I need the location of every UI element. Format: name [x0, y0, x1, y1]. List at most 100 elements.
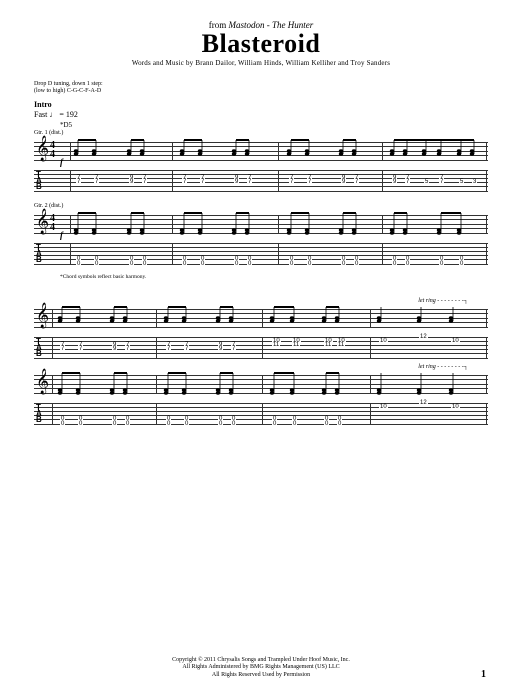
tab-fret: 7 — [289, 179, 294, 185]
tuning-note: Drop D tuning, down 1 step: (low to high… — [34, 81, 488, 96]
song-title: Blasteroid — [34, 30, 488, 59]
tab-fret: 12 — [419, 334, 428, 340]
tab-fret: 0 — [60, 421, 65, 427]
guitar-2-label: Gtr. 2 (dist.) — [34, 203, 488, 209]
tab-fret: 0 — [142, 261, 147, 267]
system-2-g1: 𝄞 let ring - - - - - - - -┐ TAB 7 7 7 7 9 9 7 7… — [34, 304, 488, 364]
tab-fret: 7 — [184, 346, 189, 352]
tab-fret: 10 — [451, 338, 460, 344]
section-label: Intro — [34, 100, 488, 109]
tab-fret: 0 — [184, 421, 189, 427]
tab-fret: 5 — [424, 179, 429, 185]
page-number: 1 — [481, 669, 486, 680]
system-1-g2: 𝄞 44 f TAB 00000000000000000000000000000… — [34, 210, 488, 280]
chord-symbol: *D5 — [60, 121, 488, 129]
tab-fret: 7 — [231, 346, 236, 352]
tab-fret: 7 — [78, 346, 83, 352]
tab-fret: 0 — [439, 261, 444, 267]
harmony-footnote: *Chord symbols reflect basic harmony. — [60, 274, 488, 280]
tab-fret: 7 — [405, 179, 410, 185]
tab-fret: 7 — [182, 179, 187, 185]
tab-fret: 0 — [200, 261, 205, 267]
tab-fret: 10 — [379, 338, 388, 344]
staff: 𝄞 44 f — [34, 137, 488, 165]
tab-fret: 10 — [379, 404, 388, 410]
tab-fret: 0 — [94, 261, 99, 267]
tab-fret: 7 — [166, 346, 171, 352]
let-ring: let ring - - - - - - - -┐ — [418, 298, 468, 304]
tablature: TAB 777799777777997777779977997757753 — [34, 167, 488, 197]
tab-fret: 0 — [247, 261, 252, 267]
tab-fret: 12 — [419, 400, 428, 406]
tab-fret: 0 — [341, 261, 346, 267]
tab-label: TAB — [36, 405, 41, 423]
tab-fret: 0 — [129, 261, 134, 267]
tab-fret: 9 — [341, 179, 346, 185]
tab-fret: 0 — [78, 421, 83, 427]
tab-fret: 0 — [231, 421, 236, 427]
tab-fret: 7 — [125, 346, 130, 352]
tablature: TAB 000000000000000000000000101210 — [34, 400, 488, 430]
tab-fret: 0 — [354, 261, 359, 267]
notation-svg — [34, 137, 488, 165]
tab-fret: 11 — [337, 342, 345, 348]
tab-fret: 7 — [76, 179, 81, 185]
tab-fret: 0 — [166, 421, 171, 427]
tab-fret: 0 — [307, 261, 312, 267]
header: from Mastodon - The Hunter Blasteroid Wo… — [34, 20, 488, 67]
tempo: Fast ♩ = 192 — [34, 110, 488, 119]
tab-fret: 0 — [218, 421, 223, 427]
tab-fret: 9 — [392, 179, 397, 185]
tab-fret: 0 — [112, 421, 117, 427]
tab-fret: 0 — [125, 421, 130, 427]
tab-fret: 0 — [182, 261, 187, 267]
let-ring: let ring - - - - - - - -┐ — [418, 364, 468, 370]
tab-fret: 9 — [218, 346, 223, 352]
rights-line: All Rights Reserved Used by Permission — [0, 672, 522, 680]
tab-fret: 3 — [472, 179, 477, 185]
notation-svg — [34, 304, 488, 332]
tab-fret: 7 — [307, 179, 312, 185]
tab-fret: 7 — [354, 179, 359, 185]
tab-label: TAB — [36, 339, 41, 357]
tab-label: TAB — [36, 172, 41, 190]
tablature: TAB 777799777777997710111011101110111012… — [34, 334, 488, 364]
tab-fret: 0 — [292, 421, 297, 427]
tab-fret: 0 — [405, 261, 410, 267]
tab-fret: 9 — [112, 346, 117, 352]
notation-svg — [34, 370, 488, 398]
notation-svg — [34, 210, 488, 238]
tab-fret: 7 — [94, 179, 99, 185]
tab-fret: 7 — [142, 179, 147, 185]
admin-line: All Rights Administered by BMG Rights Ma… — [0, 664, 522, 672]
tab-fret: 9 — [129, 179, 134, 185]
tab-fret: 11 — [272, 342, 280, 348]
tab-fret: 11 — [292, 342, 300, 348]
footer: Copyright © 2011 Chrysalis Songs and Tra… — [0, 657, 522, 680]
tab-fret: 7 — [60, 346, 65, 352]
tab-fret: 0 — [272, 421, 277, 427]
tab-fret: 10 — [451, 404, 460, 410]
tablature: TAB 00000000000000000000000000000000 — [34, 240, 488, 270]
tab-fret: 0 — [234, 261, 239, 267]
tab-fret: 0 — [459, 261, 464, 267]
tab-fret: 9 — [234, 179, 239, 185]
staff: 𝄞 44 f — [34, 210, 488, 238]
tab-label: TAB — [36, 245, 41, 263]
tab-fret: 0 — [337, 421, 342, 427]
tab-fret: 0 — [76, 261, 81, 267]
system-2-g2: 𝄞 let ring - - - - - - - -┐ TAB 0 0 0 0 0 0 0 0… — [34, 370, 488, 430]
tab-fret: 7 — [439, 179, 444, 185]
credits: Words and Music by Brann Dailor, William… — [34, 59, 488, 67]
tab-fret: 0 — [289, 261, 294, 267]
tab-fret: 7 — [247, 179, 252, 185]
tab-fret: 11 — [324, 342, 332, 348]
system-1-g1: 𝄞 44 f TAB 77779977777799777777997799775… — [34, 137, 488, 197]
staff: 𝄞 let ring - - - - - - - -┐ — [34, 370, 488, 398]
tab-fret: 5 — [459, 179, 464, 185]
guitar-1-label: Gtr. 1 (dist.) — [34, 130, 488, 136]
tab-fret: 0 — [392, 261, 397, 267]
tab-fret: 7 — [200, 179, 205, 185]
tab-fret: 0 — [324, 421, 329, 427]
staff: 𝄞 let ring - - - - - - - -┐ — [34, 304, 488, 332]
